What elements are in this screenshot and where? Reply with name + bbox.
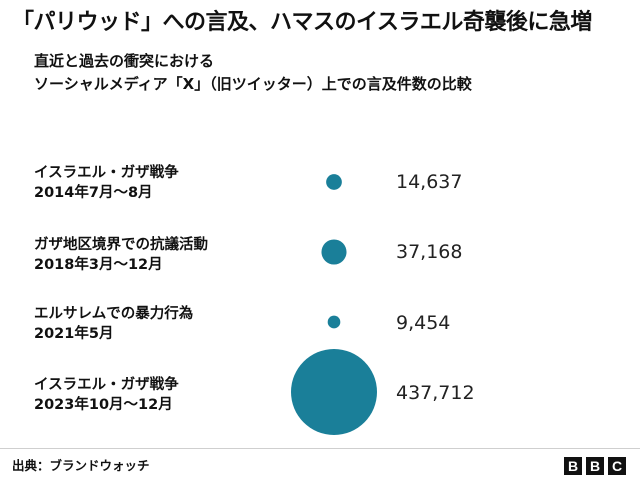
- row-label-2: ガザ地区境界での抗議活動 2018年3月～12月: [34, 235, 294, 275]
- value-label-1: 14,637: [396, 171, 463, 193]
- row-period-3: 2021年5月: [34, 326, 114, 342]
- row-period-4: 2023年10月～12月: [34, 397, 173, 413]
- logo-letter-2: B: [586, 457, 604, 475]
- chart-title: 「パリウッド」への言及、ハマスのイスラエル奇襲後に急増: [12, 10, 592, 35]
- bubble-4: [291, 349, 377, 435]
- bbc-logo: B B C: [564, 457, 626, 475]
- bubble-2: [321, 239, 347, 265]
- row-event-3: エルサレムでの暴力行為: [34, 306, 194, 322]
- row-event-1: イスラエル・ガザ戦争: [34, 165, 179, 181]
- row-period-1: 2014年7月～8月: [34, 185, 153, 201]
- row-event-4: イスラエル・ガザ戦争: [34, 377, 179, 393]
- row-label-3: エルサレムでの暴力行為 2021年5月: [34, 304, 294, 344]
- logo-letter-1: B: [564, 457, 582, 475]
- row-period-2: 2018年3月～12月: [34, 257, 163, 273]
- subtitle-line-2: ソーシャルメディア「X」（旧ツイッター）上での言及件数の比較: [34, 75, 472, 93]
- row-label-4: イスラエル・ガザ戦争 2023年10月～12月: [34, 375, 294, 415]
- subtitle-line-1: 直近と過去の衝突における: [34, 52, 215, 70]
- value-label-2: 37,168: [396, 241, 463, 263]
- chart-subtitle: 直近と過去の衝突における ソーシャルメディア「X」（旧ツイッター）上での言及件数…: [34, 50, 634, 96]
- row-event-2: ガザ地区境界での抗議活動: [34, 237, 208, 253]
- row-label-1: イスラエル・ガザ戦争 2014年7月～8月: [34, 163, 294, 203]
- source-note: 出典：ブランドウォッチ: [12, 458, 150, 473]
- bubble-3: [327, 315, 341, 329]
- value-label-3: 9,454: [396, 312, 451, 334]
- value-label-4: 437,712: [396, 382, 475, 404]
- footer-divider: [0, 448, 640, 449]
- logo-letter-3: C: [608, 457, 626, 475]
- bubble-1: [326, 174, 342, 190]
